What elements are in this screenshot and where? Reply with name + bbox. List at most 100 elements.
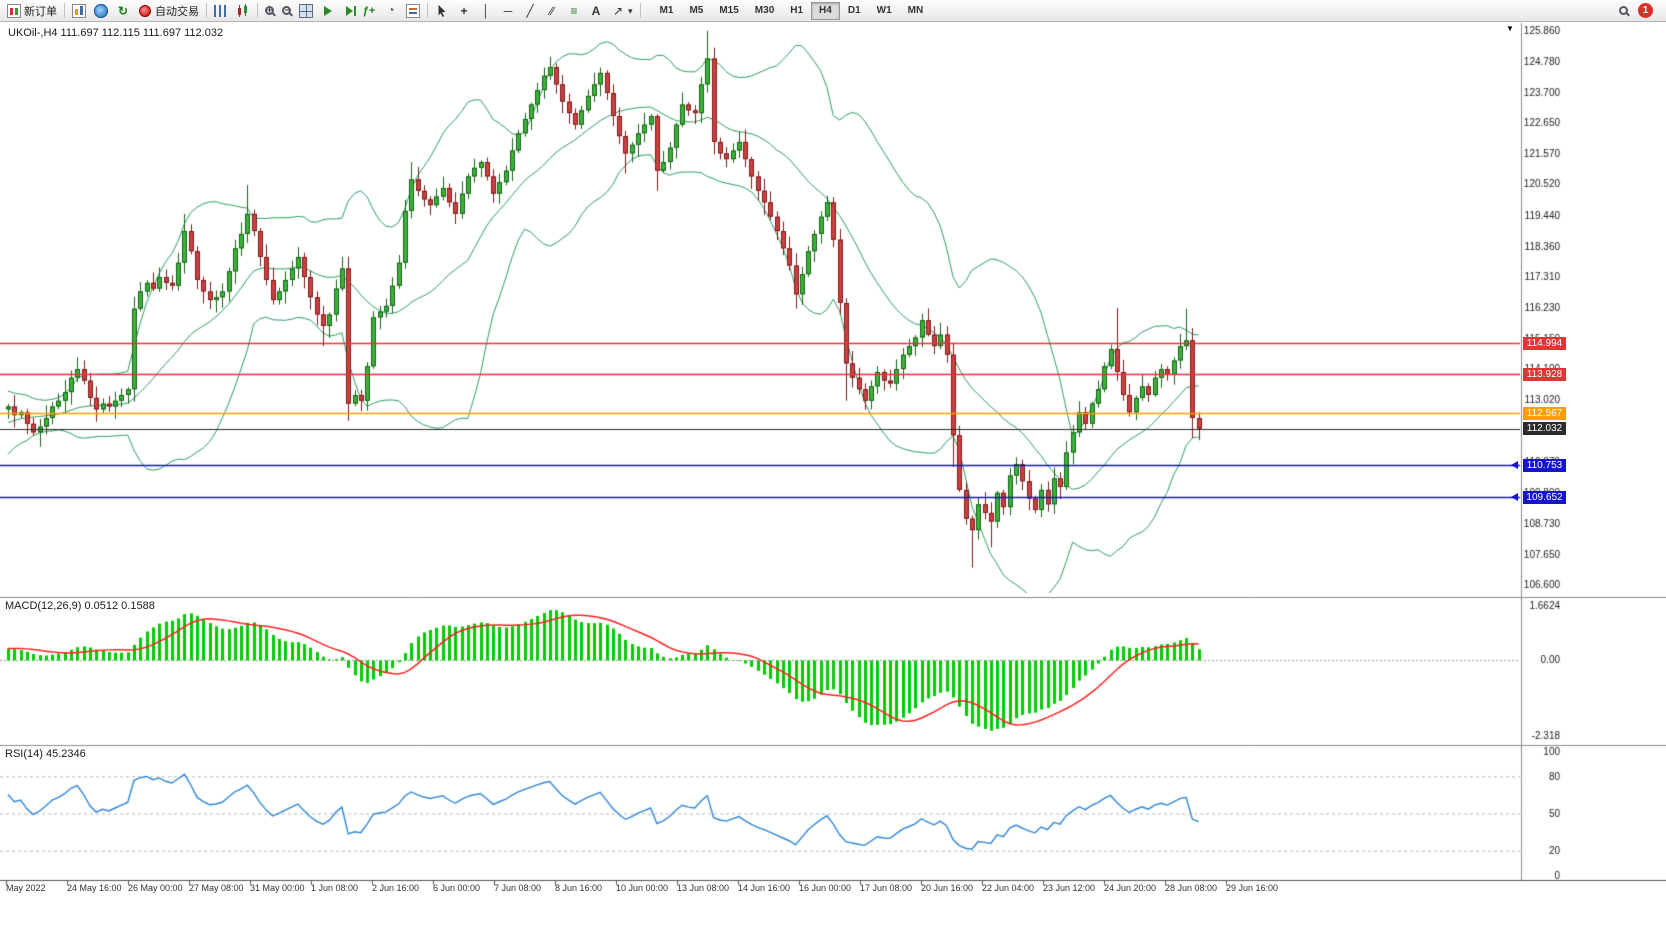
support-line-tag[interactable]: 110.753 (1523, 458, 1566, 472)
time-axis-label: 1 Jun 08:00 (311, 883, 359, 893)
current-price-tag[interactable]: 112.032 (1523, 422, 1566, 436)
time-axis-label: 2 Jun 16:00 (372, 883, 420, 893)
autotrading-button[interactable]: 自动交易 (134, 1, 203, 21)
indicators-button[interactable]: ƒ+ (358, 1, 380, 21)
new-order-button[interactable]: 新订单 (3, 1, 61, 21)
time-axis-label: 31 May 00:00 (250, 883, 305, 893)
bar-chart-icon (214, 5, 228, 17)
templates-button[interactable] (402, 1, 424, 21)
refresh-icon: ↻ (117, 3, 129, 18)
time-axis-label: 16 Jun 00:00 (799, 883, 852, 893)
support-line-tag[interactable]: 109.652 (1523, 490, 1566, 504)
time-axis-label: 10 Jun 00:00 (616, 883, 669, 893)
time-axis-label: 13 Jun 08:00 (677, 883, 730, 893)
horizontal-line-button[interactable]: ─ (497, 1, 519, 21)
toolbar-right: 1 (1619, 3, 1663, 18)
toolbar-separator (639, 3, 641, 18)
time-axis-label: 8 Jun 16:00 (555, 883, 603, 893)
time-axis-label: 20 Jun 16:00 (921, 883, 974, 893)
pivot-line-tag[interactable]: 112.567 (1523, 406, 1566, 420)
cursor-button[interactable] (431, 1, 453, 21)
crosshair-button[interactable]: + (453, 1, 475, 21)
timeframe-button-h4[interactable]: H4 (811, 1, 840, 20)
channel-button[interactable]: ∕∕ (541, 1, 563, 21)
new-chart-icon (72, 3, 86, 18)
tile-windows-button[interactable] (295, 1, 317, 21)
horizontal-line-icon: ─ (503, 3, 513, 18)
text-tool-icon: A (591, 3, 601, 18)
chart-shift-marker-icon[interactable]: ▼ (1506, 24, 1514, 33)
vertical-line-icon: │ (482, 3, 490, 18)
periods-button[interactable]: ◔ (380, 1, 402, 21)
crosshair-icon: + (460, 3, 468, 18)
fibonacci-icon: ≡ (570, 3, 578, 18)
resistance-line-tag[interactable]: 113.928 (1523, 367, 1566, 381)
rsi-indicator-label: RSI(14) 45.2346 (5, 748, 86, 760)
zoom-out-button[interactable] (278, 1, 295, 21)
zoom-out-icon (282, 5, 291, 15)
time-axis-label: 22 Jun 04:00 (982, 883, 1035, 893)
time-axis-label: 26 May 00:00 (128, 883, 183, 893)
tile-windows-icon (299, 3, 313, 18)
timeframe-button-h1[interactable]: H1 (782, 2, 811, 20)
toolbar: 新订单 ↻ 自动交易 (0, 0, 1666, 22)
profiles-button[interactable] (90, 1, 112, 21)
text-button[interactable]: A (585, 1, 607, 21)
timeframe-group: M1 M5 M15 M30 H1 H4 D1 W1 MN (652, 1, 932, 20)
timeframe-button-m15[interactable]: M15 (711, 2, 746, 20)
timeframe-button-w1[interactable]: W1 (869, 2, 900, 20)
profiles-globe-icon (94, 3, 108, 18)
time-axis-label: 28 Jun 08:00 (1165, 883, 1218, 893)
new-order-label: 新订单 (24, 5, 57, 18)
time-axis-label: 27 May 08:00 (189, 883, 244, 893)
timeframe-button-d1[interactable]: D1 (840, 2, 869, 20)
autotrading-icon (139, 4, 151, 17)
time-axis-label: 17 Jun 08:00 (860, 883, 913, 893)
chart-shift-icon (346, 5, 356, 16)
cursor-icon (435, 4, 449, 18)
time-axis-label: 6 Jun 00:00 (433, 883, 481, 893)
auto-scroll-icon (324, 5, 332, 16)
timeframe-button-m30[interactable]: M30 (747, 2, 782, 20)
templates-icon (406, 3, 420, 18)
toolbar-separator (427, 3, 428, 18)
time-axis-label: 29 Jun 16:00 (1226, 883, 1279, 893)
time-axis-label: 23 Jun 12:00 (1043, 883, 1096, 893)
toolbar-separator (64, 3, 65, 18)
timeframe-button-mn[interactable]: MN (900, 2, 932, 20)
fibonacci-button[interactable]: ≡ (563, 1, 585, 21)
timeframe-button-m5[interactable]: M5 (681, 2, 711, 20)
autotrading-label: 自动交易 (155, 5, 199, 18)
trendline-button[interactable]: ╱ (519, 1, 541, 21)
candlestick-icon (236, 3, 250, 18)
chart-candles-button[interactable] (232, 1, 254, 21)
time-axis-label: 24 Jun 20:00 (1104, 883, 1157, 893)
time-axis-label: May 2022 (6, 883, 46, 893)
auto-scroll-button[interactable] (317, 1, 339, 21)
time-axis-label: 14 Jun 16:00 (738, 883, 791, 893)
equidistant-channel-icon: ∕∕ (549, 3, 554, 18)
zoom-in-button[interactable] (261, 1, 278, 21)
line-arrow-icon (1511, 461, 1518, 470)
chart-bars-button[interactable] (210, 1, 232, 21)
toolbar-separator (257, 3, 258, 18)
periods-icon: ◔ (387, 2, 395, 17)
trendline-icon: ╱ (526, 3, 534, 18)
vertical-line-button[interactable]: │ (475, 1, 497, 21)
symbol-ohlc-label: UKOil-,H4 111.697 112.115 111.697 112.03… (8, 27, 224, 39)
new-chart-button[interactable] (68, 1, 90, 21)
search-icon[interactable] (1619, 6, 1628, 15)
refresh-button[interactable]: ↻ (112, 1, 134, 21)
chevron-down-icon: ▾ (628, 5, 633, 16)
timeframe-button-m1[interactable]: M1 (652, 2, 682, 20)
zoom-in-icon (265, 5, 274, 15)
time-axis-label: 24 May 16:00 (67, 883, 122, 893)
chart-shift-button[interactable] (339, 1, 358, 21)
macd-indicator-label: MACD(12,26,9) 0.0512 0.1588 (5, 600, 155, 612)
resistance-line-tag[interactable]: 114.994 (1523, 336, 1566, 350)
new-order-icon (7, 3, 21, 18)
notification-badge[interactable]: 1 (1638, 3, 1653, 18)
arrows-button[interactable]: ↗ ▾ (607, 1, 637, 21)
